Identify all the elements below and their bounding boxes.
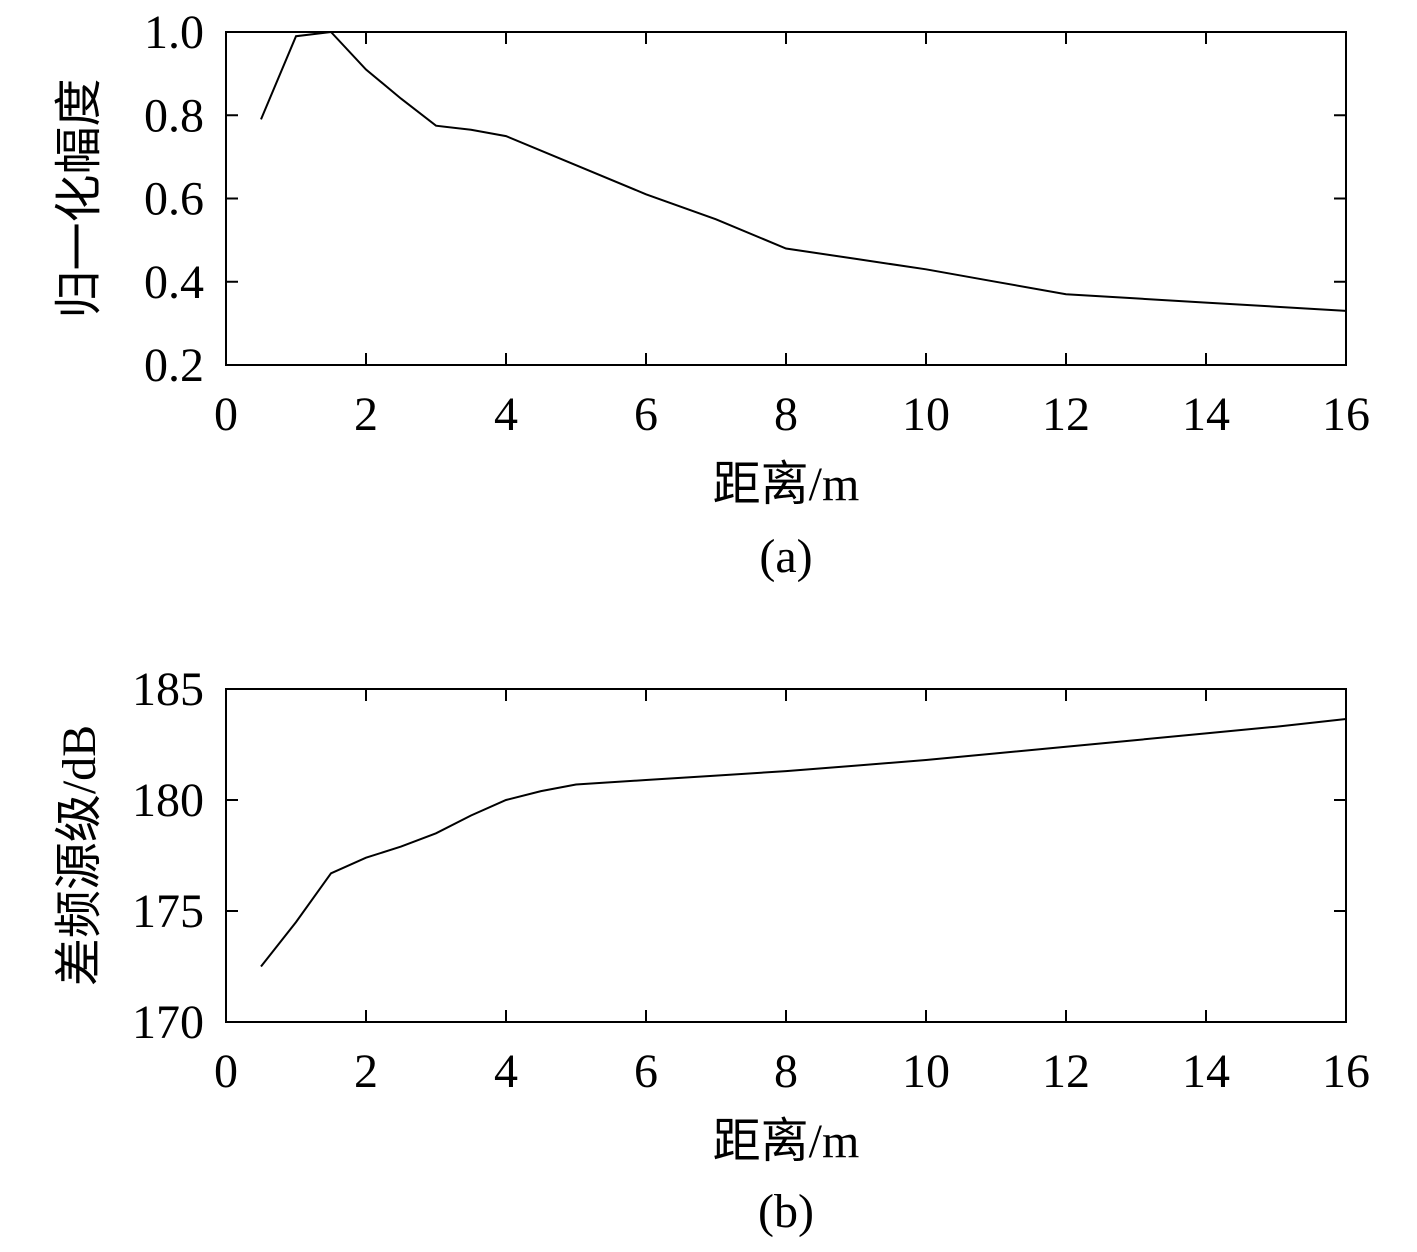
x-axis-title: 距离/m — [713, 458, 860, 511]
series-line — [260, 30, 1347, 312]
panel-a: 0 2 4 6 8 10 12 14 16 0.2 0.4 0.6 0.8 1.0 距离/m 归一化幅度 (a) — [53, 6, 1370, 583]
plot-frame — [225, 688, 1347, 1023]
panel-caption: (a) — [759, 530, 812, 583]
x-tick-label: 12 — [1042, 1045, 1090, 1098]
y-tick-label: 1.0 — [144, 6, 204, 59]
x-tick-label: 16 — [1322, 388, 1370, 441]
x-tick-label: 8 — [774, 388, 798, 441]
y-tick-label: 0.4 — [144, 256, 204, 309]
x-tick-label: 6 — [634, 1045, 658, 1098]
x-tick-label: 0 — [214, 388, 238, 441]
x-tick-label: 8 — [774, 1045, 798, 1098]
y-tick-label: 180 — [132, 774, 204, 827]
x-tick-label: 6 — [634, 388, 658, 441]
x-tick-label: 14 — [1182, 388, 1230, 441]
y-tick-label: 185 — [132, 663, 204, 716]
y-axis-title: 差频源级/dB — [53, 725, 106, 986]
x-tick-label: 4 — [494, 1045, 518, 1098]
series-line — [260, 718, 1347, 968]
panel-caption: (b) — [758, 1185, 814, 1238]
y-tick-label: 0.8 — [144, 89, 204, 142]
x-tick-label: 10 — [902, 1045, 950, 1098]
y-tick-label: 0.2 — [144, 339, 204, 392]
x-tick-label: 12 — [1042, 388, 1090, 441]
x-tick-label: 16 — [1322, 1045, 1370, 1098]
y-tick-label: 0.6 — [144, 173, 204, 226]
x-tick-label: 2 — [354, 1045, 378, 1098]
y-tick-label: 170 — [132, 996, 204, 1049]
panel-b: 0 2 4 6 8 10 12 14 16 170 175 180 185 距离/m 差频源级/dB (b) — [53, 663, 1370, 1238]
x-tick-label: 2 — [354, 388, 378, 441]
x-tick-label: 4 — [494, 388, 518, 441]
x-tick-label: 14 — [1182, 1045, 1230, 1098]
plot-frame — [225, 31, 1347, 366]
y-axis-title: 归一化幅度 — [53, 78, 106, 318]
x-tick-label: 10 — [902, 388, 950, 441]
x-tick-label: 0 — [214, 1045, 238, 1098]
x-axis-title: 距离/m — [713, 1115, 860, 1168]
y-tick-label: 175 — [132, 885, 204, 938]
